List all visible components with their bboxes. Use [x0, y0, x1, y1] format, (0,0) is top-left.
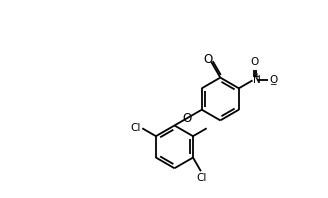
Text: Cl: Cl	[196, 173, 207, 183]
Text: O: O	[251, 57, 259, 68]
Text: Cl: Cl	[130, 123, 141, 133]
Text: −: −	[270, 79, 277, 88]
Text: O: O	[203, 53, 213, 66]
Text: N: N	[253, 75, 261, 85]
Text: O: O	[182, 112, 192, 125]
Text: +: +	[254, 72, 260, 81]
Text: O: O	[270, 75, 278, 85]
